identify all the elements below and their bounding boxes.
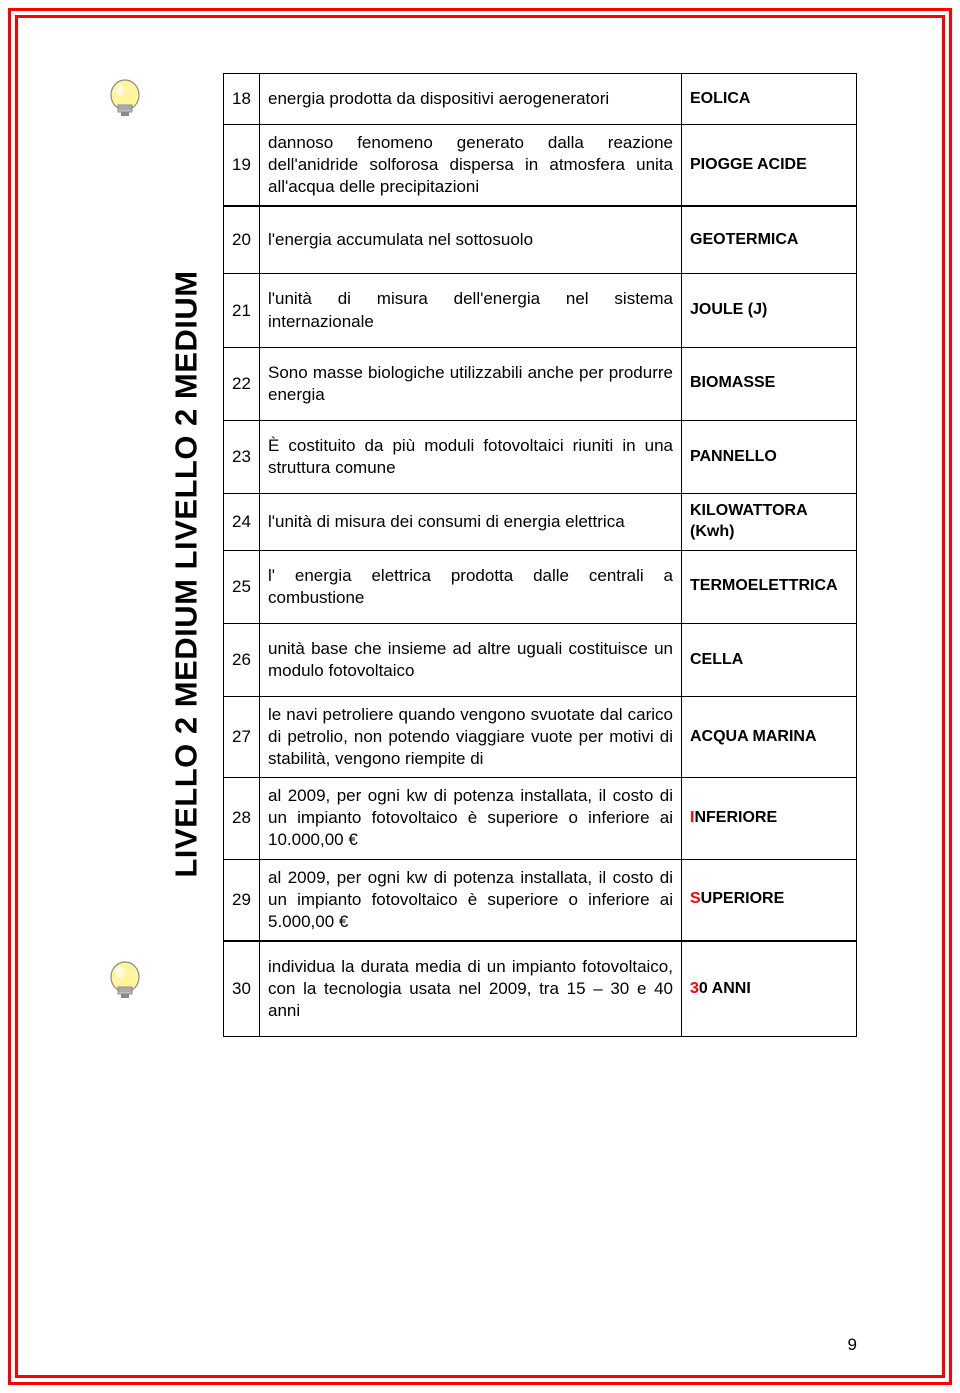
row-number: 27: [224, 697, 260, 778]
row-number: 26: [224, 623, 260, 696]
lightbulb-icon: [103, 77, 147, 127]
row-answer: PANNELLO: [682, 420, 857, 493]
table-row: 28 al 2009, per ogni kw di potenza insta…: [224, 778, 857, 859]
row-description: l' energia elettrica prodotta dalle cent…: [260, 550, 682, 623]
quiz-table-middle: 20 l'energia accumulata nel sottosuolo G…: [223, 206, 857, 940]
row-description: l'unità di misura dell'energia nel siste…: [260, 274, 682, 347]
row-description: l'unità di misura dei consumi di energia…: [260, 494, 682, 551]
row-number: 20: [224, 207, 260, 274]
row-number: 19: [224, 125, 260, 206]
outer-border: 18 energia prodotta da dispositivi aerog…: [8, 8, 952, 1385]
row-answer: ACQUA MARINA: [682, 697, 857, 778]
row-number: 28: [224, 778, 260, 859]
row-number: 30: [224, 941, 260, 1036]
row-number: 18: [224, 74, 260, 125]
table-row: 24 l'unità di misura dei consumi di ener…: [224, 494, 857, 551]
table-row: 20 l'energia accumulata nel sottosuolo G…: [224, 207, 857, 274]
block-bottom: 30 individua la durata media di un impia…: [103, 941, 857, 1037]
row-number: 25: [224, 550, 260, 623]
table-row: 23 È costituito da più moduli fotovoltai…: [224, 420, 857, 493]
table-row: 21 l'unità di misura dell'energia nel si…: [224, 274, 857, 347]
row-answer: GEOTERMICA: [682, 207, 857, 274]
lightbulb-icon: [103, 959, 147, 1009]
row-number: 21: [224, 274, 260, 347]
table-row: 19 dannoso fenomeno generato dalla reazi…: [224, 125, 857, 206]
row-answer: CELLA: [682, 623, 857, 696]
row-description: È costituito da più moduli fotovoltaici …: [260, 420, 682, 493]
quiz-table-bottom: 30 individua la durata media di un impia…: [223, 941, 857, 1037]
row-answer: SUPERIORE: [682, 859, 857, 940]
row-answer: 30 ANNI: [682, 941, 857, 1036]
table-row: 18 energia prodotta da dispositivi aerog…: [224, 74, 857, 125]
row-answer: INFERIORE: [682, 778, 857, 859]
table-row: 22 Sono masse biologiche utilizzabili an…: [224, 347, 857, 420]
row-description: dannoso fenomeno generato dalla reazione…: [260, 125, 682, 206]
row-number: 23: [224, 420, 260, 493]
row-description: al 2009, per ogni kw di potenza installa…: [260, 859, 682, 940]
row-answer: JOULE (J): [682, 274, 857, 347]
row-answer: BIOMASSE: [682, 347, 857, 420]
row-answer: TERMOELETTRICA: [682, 550, 857, 623]
vertical-label: LIVELLO 2 MEDIUM LIVELLO 2 MEDIUM: [169, 270, 205, 877]
row-description: le navi petroliere quando vengono svuota…: [260, 697, 682, 778]
row-description: individua la durata media di un impianto…: [260, 941, 682, 1036]
row-description: l'energia accumulata nel sottosuolo: [260, 207, 682, 274]
inner-border: 18 energia prodotta da dispositivi aerog…: [15, 15, 945, 1378]
quiz-table-top: 18 energia prodotta da dispositivi aerog…: [223, 73, 857, 206]
row-number: 24: [224, 494, 260, 551]
vertical-label-column: LIVELLO 2 MEDIUM LIVELLO 2 MEDIUM: [163, 206, 211, 940]
row-description: Sono masse biologiche utilizzabili anche…: [260, 347, 682, 420]
icon-column-top: [103, 73, 151, 206]
row-answer: PIOGGE ACIDE: [682, 125, 857, 206]
row-answer: KILOWATTORA (Kwh): [682, 494, 857, 551]
table-row: 27 le navi petroliere quando vengono svu…: [224, 697, 857, 778]
table-row: 26 unità base che insieme ad altre ugual…: [224, 623, 857, 696]
row-description: energia prodotta da dispositivi aerogene…: [260, 74, 682, 125]
table-row: 25 l' energia elettrica prodotta dalle c…: [224, 550, 857, 623]
table-row: 30 individua la durata media di un impia…: [224, 941, 857, 1036]
block-top: 18 energia prodotta da dispositivi aerog…: [103, 73, 857, 206]
row-number: 29: [224, 859, 260, 940]
table-row: 29 al 2009, per ogni kw di potenza insta…: [224, 859, 857, 940]
row-number: 22: [224, 347, 260, 420]
page-number: 9: [848, 1335, 857, 1355]
row-description: unità base che insieme ad altre uguali c…: [260, 623, 682, 696]
row-answer: EOLICA: [682, 74, 857, 125]
block-middle: LIVELLO 2 MEDIUM LIVELLO 2 MEDIUM 20 l'e…: [103, 206, 857, 940]
row-description: al 2009, per ogni kw di potenza installa…: [260, 778, 682, 859]
icon-column-bottom: [103, 941, 151, 1037]
